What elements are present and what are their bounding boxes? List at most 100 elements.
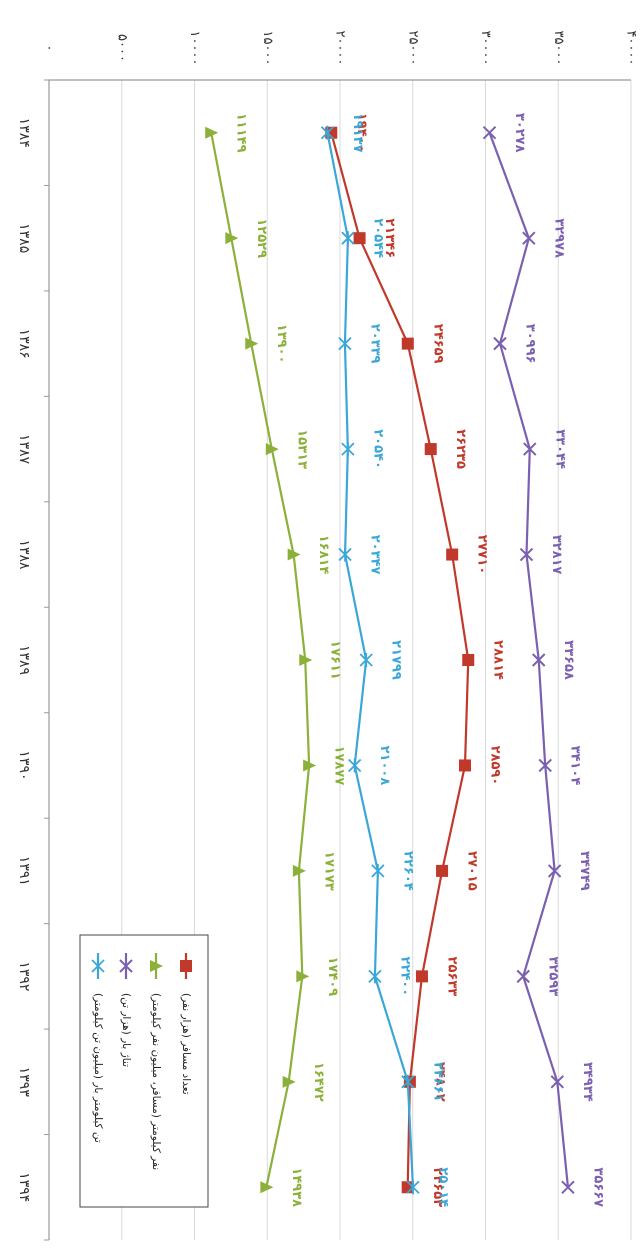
value-tick-label: ۲۰۰۰۰	[333, 31, 348, 66]
data-point-3	[368, 969, 382, 984]
data-point-0	[462, 654, 475, 666]
data-point-2	[538, 758, 552, 773]
data-point-1	[225, 232, 239, 245]
data-point-3	[320, 125, 335, 140]
legend-label: تعداد مسافر (هزار نفر)	[180, 993, 192, 1095]
data-point-3	[359, 653, 373, 667]
data-label-0: ۱۹۴۰۰	[354, 113, 369, 153]
data-label-1: ۱۲۵۲۹	[254, 218, 269, 258]
data-label-2: ۳۲۵۹۳	[546, 957, 561, 997]
category-label: ۱۳۸۷	[16, 434, 32, 465]
data-point-1	[282, 1075, 296, 1088]
category-label: ۱۳۹۱	[16, 856, 32, 886]
data-label-0: ۲۱۳۴۶	[382, 218, 397, 258]
legend-swatch-marker	[150, 960, 163, 972]
data-label-3: ۲۰۳۴۷	[368, 535, 383, 575]
data-point-1	[299, 654, 313, 666]
category-label: ۱۳۸۸	[16, 540, 32, 571]
data-point-2	[519, 547, 534, 562]
data-label-0: ۲۴۶۵۹	[430, 324, 445, 364]
data-point-2	[547, 864, 562, 878]
data-label-2: ۳۰۲۷۸	[512, 113, 527, 153]
category-label: ۱۳۸۶	[16, 329, 32, 359]
category-label: ۱۳۹۳	[16, 1067, 32, 1098]
data-point-2	[532, 653, 546, 667]
data-label-1: ۱۶۸۱۴	[316, 535, 331, 575]
data-point-2-stroke	[547, 864, 562, 878]
data-point-1	[287, 548, 301, 561]
data-label-1: ۱۵۳۱۳	[294, 429, 309, 469]
data-label-3: ۲۰۵۴۴	[370, 218, 385, 258]
value-tick-label: ۲۵۰۰۰	[405, 31, 420, 66]
data-point-0	[458, 759, 471, 772]
data-point-3	[406, 1180, 420, 1195]
data-label-0: ۲۸۸۱۴	[491, 640, 506, 680]
data-label-0: ۲۶۲۳۵	[453, 429, 468, 469]
legend-box	[79, 934, 209, 1208]
data-point-2-stroke	[523, 442, 537, 456]
data-point-3	[341, 442, 355, 457]
value-tick-label: ۵۰۰۰	[114, 34, 129, 62]
legend-swatch-marker	[91, 959, 105, 973]
value-tick-label: ۳۵۰۰۰	[551, 31, 566, 66]
value-tick-label: ۱۵۰۰۰	[260, 31, 275, 66]
value-tick-label: ۰	[42, 45, 57, 52]
data-label-1: ۱۷۴۰۹	[325, 957, 340, 997]
data-label-3: ۲۱۷۹۹	[389, 640, 404, 680]
data-point-1	[245, 337, 259, 350]
data-label-1: ۱۱۱۴۹	[234, 113, 249, 153]
data-label-0: ۲۴۸۰۲	[432, 1062, 447, 1102]
data-point-0	[353, 232, 366, 245]
data-point-2	[550, 1075, 564, 1089]
data-label-2: ۳۴۱۰۴	[568, 746, 583, 786]
data-point-2-stroke	[516, 969, 530, 984]
data-point-2-stroke	[532, 653, 546, 667]
data-label-2: ۳۳۰۴۴	[552, 429, 567, 469]
data-point-2-stroke	[493, 336, 507, 351]
data-label-3: ۲۵۰۱۴	[435, 1167, 450, 1207]
data-point-2-stroke	[538, 758, 552, 773]
data-point-0	[436, 864, 449, 877]
data-point-0	[325, 126, 338, 139]
data-point-2-stroke	[519, 547, 534, 562]
data-point-2-stroke	[522, 231, 536, 245]
data-point-3	[338, 336, 352, 351]
data-label-2: ۳۵۶۶۷	[590, 1167, 605, 1207]
data-point-1	[265, 443, 279, 456]
category-label: ۱۳۹۰	[16, 750, 32, 780]
data-label-0: ۲۷۰۱۵	[465, 851, 480, 891]
value-tick-label: ۱۰۰۰۰	[187, 31, 202, 66]
data-point-2	[522, 231, 536, 245]
data-point-2	[516, 969, 530, 984]
category-label: ۱۳۸۹	[16, 645, 32, 675]
data-label-3: ۱۹۱۳۷	[350, 113, 365, 153]
data-label-2: ۳۲۸۱۷	[549, 535, 564, 575]
data-label-2: ۳۳۶۵۸	[561, 640, 576, 680]
data-label-3: ۲۲۴۰۰	[397, 957, 412, 997]
data-label-0: ۲۵۶۳۳	[444, 957, 459, 997]
data-label-0: ۲۴۶۵۳	[430, 1167, 445, 1207]
data-point-0	[401, 337, 414, 350]
data-label-1: ۱۳۹۰۰	[274, 324, 289, 364]
category-label: ۱۳۸۴	[16, 118, 32, 148]
value-tick-label: ۳۰۰۰۰	[478, 31, 493, 66]
data-label-2: ۳۲۹۷۸	[551, 218, 566, 258]
data-label-3: ۲۰۳۳۹	[367, 324, 382, 364]
data-point-3	[401, 1074, 415, 1089]
series-line-1	[210, 132, 311, 1188]
legend-swatch-marker	[180, 960, 192, 972]
category-label: ۱۳۸۵	[16, 223, 32, 253]
data-point-2-stroke	[561, 1180, 575, 1194]
data-point-2	[561, 1180, 575, 1194]
data-label-1: ۱۷۸۷۷	[332, 746, 347, 786]
legend-label: نفر کیلومتر (مسافر، میلیون نفر کیلومتر)	[150, 993, 162, 1170]
data-point-0	[415, 970, 428, 983]
data-label-0: ۲۷۷۱۰	[475, 535, 490, 575]
category-label: ۱۳۹۴	[16, 1172, 32, 1202]
data-point-0	[446, 548, 459, 561]
legend-label: تناژ بار (هزار تن)	[120, 993, 132, 1067]
value-tick-label: ۴۰۰۰۰	[624, 31, 639, 66]
data-point-2	[482, 126, 497, 140]
legend-swatch-marker	[119, 959, 133, 973]
